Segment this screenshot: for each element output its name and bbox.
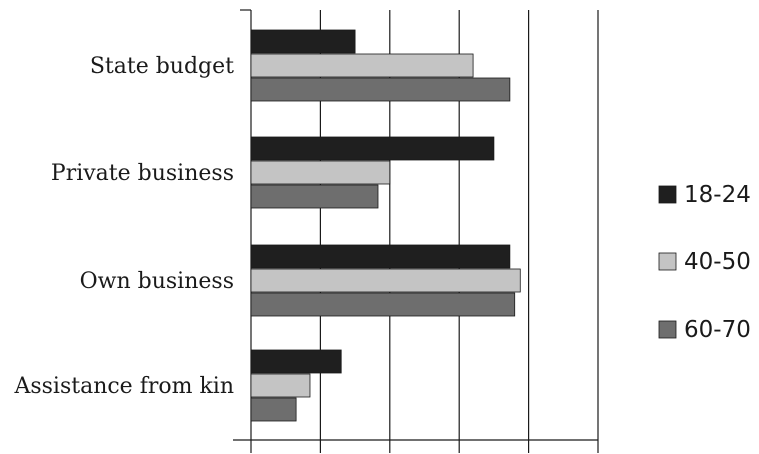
category-labels: State budget Private business Own business…	[13, 54, 234, 399]
bar-60-70-1	[250, 184, 379, 209]
bar-60-70-3	[250, 397, 297, 422]
bars	[250, 29, 521, 422]
bar-40-50-2	[250, 268, 521, 293]
bar-60-70-0	[250, 77, 511, 102]
legend-swatch-18-24	[658, 185, 677, 204]
bar-18-24-3	[250, 349, 342, 374]
category-label: State budget	[90, 54, 234, 79]
legend-label: 60-70	[684, 317, 751, 343]
legend-label: 18-24	[684, 182, 751, 208]
legend-label: 40-50	[684, 249, 751, 275]
category-label: Assistance from kin	[13, 374, 234, 399]
bar-40-50-0	[250, 53, 474, 78]
bar-18-24-0	[250, 29, 356, 54]
bar-60-70-2	[250, 292, 516, 317]
bar-40-50-3	[250, 373, 311, 398]
legend-swatch-40-50	[658, 252, 677, 271]
bar-18-24-1	[250, 136, 495, 161]
legend: 18-24 40-50 60-70	[658, 182, 751, 343]
bar-18-24-2	[250, 244, 511, 269]
category-label: Own business	[80, 269, 234, 294]
bar-40-50-1	[250, 160, 391, 185]
category-label: Private business	[51, 161, 234, 186]
legend-swatch-60-70	[658, 320, 677, 339]
